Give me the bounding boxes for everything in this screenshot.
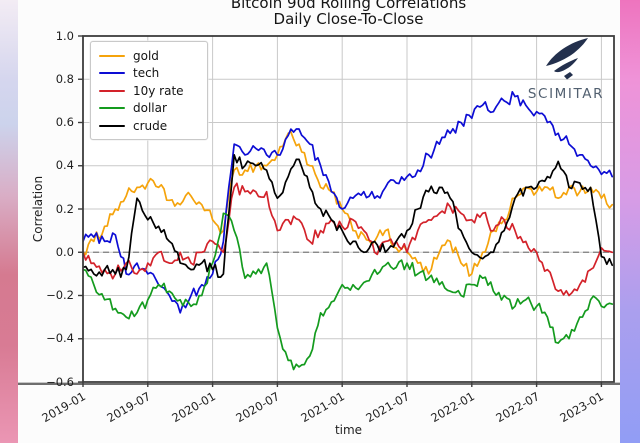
legend-item-dollar: dollar xyxy=(99,100,199,118)
series-lines xyxy=(83,90,614,371)
series-line-crude xyxy=(83,154,614,279)
series-line-dollar xyxy=(83,212,614,371)
x-tick-label: 2021-01 xyxy=(298,389,348,426)
series-line-tech xyxy=(83,90,614,314)
series-line-10y-rate xyxy=(83,182,614,297)
y-tick-label: 1.0 xyxy=(55,28,74,43)
x-tick-label: 2022-07 xyxy=(492,389,542,426)
y-tick-label: 0.4 xyxy=(55,158,74,173)
scimitar-icon xyxy=(546,38,588,80)
legend-item-crude: crude xyxy=(99,117,199,135)
x-tick-label: 2019-01 xyxy=(39,389,88,426)
legend-label: 10y rate xyxy=(133,83,184,98)
legend-swatch xyxy=(99,54,125,57)
legend-label: gold xyxy=(133,48,159,63)
y-tick-label: −0.4 xyxy=(46,331,74,346)
gradient-frame-left xyxy=(0,0,18,443)
x-axis-label: time xyxy=(334,423,363,437)
y-tick-label: 0.6 xyxy=(55,115,74,129)
chart-title: Bitcoin 90d Rolling Correlations xyxy=(230,0,467,12)
x-tick-label: 2021-07 xyxy=(363,389,412,426)
legend-swatch xyxy=(99,107,125,110)
y-tick-label: 0.8 xyxy=(55,71,74,86)
x-tick-label: 2020-07 xyxy=(233,389,283,426)
chart-subtitle: Daily Close-To-Close xyxy=(273,10,424,28)
legend-item-tech: tech xyxy=(99,65,199,83)
legend-swatch xyxy=(99,89,125,92)
y-tick-label: 0.0 xyxy=(55,244,74,259)
legend-label: tech xyxy=(133,66,160,81)
scimitar-wordmark: SCIMITAR xyxy=(527,86,605,102)
tick-marks xyxy=(78,35,603,387)
legend-label: dollar xyxy=(133,101,167,116)
legend-swatch xyxy=(99,124,125,127)
scimitar-logo: SCIMITAR xyxy=(518,36,614,102)
legend-item-gold: gold xyxy=(99,47,199,65)
gradient-frame-right xyxy=(620,0,640,443)
legend-swatch xyxy=(99,72,125,75)
y-tick-label: −0.2 xyxy=(46,288,74,302)
x-tick-label: 2019-07 xyxy=(104,389,153,426)
x-tick-label: 2022-01 xyxy=(428,389,477,426)
legend-item-10y-rate: 10y rate xyxy=(99,82,199,100)
y-tick-label: −0.6 xyxy=(46,374,74,389)
x-tick-label: 2023-01 xyxy=(557,389,607,426)
y-tick-label: 0.2 xyxy=(55,201,74,216)
legend: gold tech 10y rate dollar crude xyxy=(90,41,208,140)
legend-label: crude xyxy=(133,118,168,133)
series-line-gold xyxy=(83,131,614,277)
x-tick-label: 2020-01 xyxy=(168,389,218,426)
chart-title-block: Bitcoin 90d Rolling Correlations Daily C… xyxy=(83,0,614,27)
